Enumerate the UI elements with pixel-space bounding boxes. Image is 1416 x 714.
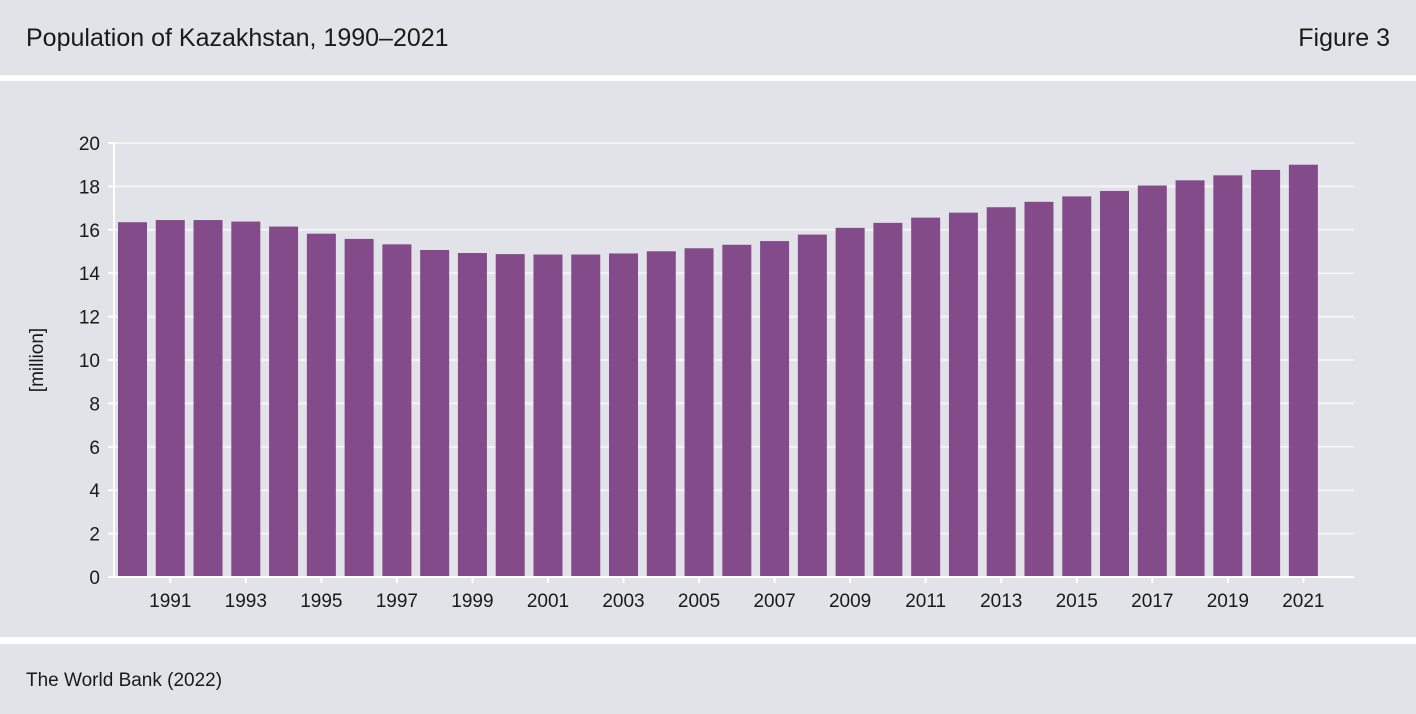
y-tick-label: 16 [79,221,100,242]
x-tick-label: 2015 [1056,591,1098,612]
x-tick-label: 2005 [678,591,720,612]
x-tick-label: 2013 [980,591,1022,612]
x-tick-label: 2017 [1131,591,1173,612]
bar-2010 [873,222,903,577]
bar-2012 [948,212,978,578]
bar-1991 [155,220,185,577]
source-note: The World Bank (2022) [26,670,223,691]
bar-2001 [533,254,563,577]
x-tick-label: 1991 [149,591,191,612]
bar-2003 [609,253,639,577]
bar-1995 [306,233,336,577]
bar-2019 [1213,175,1243,577]
bar-1997 [382,244,412,578]
plot-panel: 0 2 4 6 8 10 12 14 16 18 20 1991 1993 1995 1997 1999 200… [0,81,1416,637]
bar-1994 [269,226,299,578]
x-tick-label: 2009 [829,591,871,612]
bar-1992 [193,220,223,577]
bar-2013 [986,207,1016,577]
bar-2005 [684,248,714,577]
footer-bar: The World Bank (2022) [0,644,1416,714]
bar-2011 [911,217,941,577]
y-tick-label: 2 [89,525,100,546]
x-tick-label: 1995 [300,591,342,612]
header-bar: Population of Kazakhstan, 1990–2021 Figu… [0,0,1416,75]
x-tick-label: 2019 [1207,591,1249,612]
x-tick-label: 2003 [602,591,644,612]
figure-label: Figure 3 [1298,24,1390,52]
bar-chart: 0 2 4 6 8 10 12 14 16 18 20 1991 1993 1995 1997 1999 200… [27,134,1354,612]
bar-2009 [835,227,865,578]
bar-2020 [1251,169,1281,577]
y-tick-label: 18 [79,177,100,198]
bar-2006 [722,244,752,577]
y-tick-label: 6 [89,438,100,459]
y-axis-label: [million] [27,328,48,392]
x-tick-label: 2007 [753,591,795,612]
bar-1998 [420,249,450,577]
x-tick-label: 1993 [225,591,267,612]
x-tick-label: 1999 [451,591,493,612]
bar-1996 [344,238,374,577]
bar-2018 [1175,180,1205,577]
y-tick-label: 8 [89,394,100,415]
x-tick-label: 1997 [376,591,418,612]
y-tick-label: 14 [79,264,101,285]
bar-2014 [1024,201,1054,577]
bar-2015 [1062,196,1092,577]
y-tick-label: 10 [79,351,100,372]
bar-2021 [1288,164,1318,577]
bar-2000 [495,254,525,577]
bar-2008 [797,234,827,577]
bar-1993 [231,221,261,577]
bar-2007 [760,241,790,578]
bar-1999 [457,253,487,578]
bar-2016 [1100,190,1130,577]
chart-title: Population of Kazakhstan, 1990–2021 [26,24,449,52]
bar-2004 [646,251,676,577]
y-tick-label: 0 [89,568,100,589]
bar-2017 [1137,185,1167,578]
bar-1990 [118,222,147,577]
x-tick-label: 2001 [527,591,569,612]
x-tick-label: 2021 [1282,591,1324,612]
y-tick-label: 4 [89,481,100,502]
y-tick-label: 12 [79,308,100,329]
x-tick-label: 2011 [905,591,946,612]
bar-2002 [571,254,601,577]
y-tick-label: 20 [79,134,100,155]
